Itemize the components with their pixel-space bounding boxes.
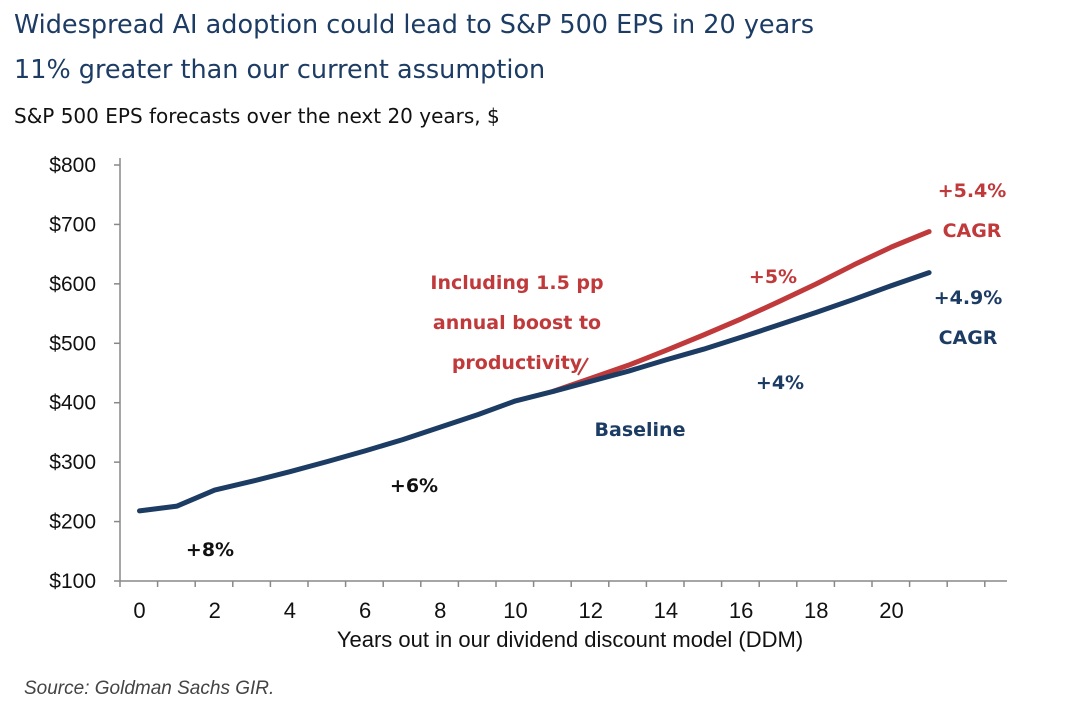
base-cagr-value: +4.9%	[934, 287, 1003, 309]
x-tick-label: 18	[804, 598, 828, 623]
ai-label-line-1: Including 1.5 pp	[430, 272, 603, 294]
chart-title-line-1: Widespread AI adoption could lead to S&P…	[14, 10, 814, 40]
y-tick-label: $500	[49, 332, 96, 355]
ai-cagr-label: CAGR	[943, 220, 1002, 242]
x-tick-label: 8	[434, 598, 446, 623]
y-tick-label: $200	[49, 511, 96, 534]
ai-label-pointer	[577, 357, 589, 376]
x-tick-label: 20	[879, 598, 903, 623]
ai-series-line	[550, 229, 932, 394]
x-tick-label: 10	[503, 598, 527, 623]
y-tick-label: $600	[49, 273, 96, 296]
x-tick-label: 4	[284, 598, 296, 623]
ai-label-line-3: productivity	[452, 352, 583, 374]
y-tick-label: $300	[49, 451, 96, 474]
ai-label-line-2: annual boost to	[433, 312, 601, 334]
growth-label-5: +5%	[749, 266, 797, 288]
y-tick-label: $400	[49, 392, 96, 415]
base-cagr-label: CAGR	[939, 327, 998, 349]
x-tick-label: 0	[133, 598, 145, 623]
x-tick-label: 12	[578, 598, 602, 623]
y-tick-label: $700	[49, 213, 96, 236]
chart-title-line-2: 11% greater than our current assumption	[14, 55, 546, 85]
x-tick-label: 14	[654, 598, 678, 623]
growth-label-6: +6%	[390, 475, 438, 497]
growth-label-8: +8%	[186, 539, 234, 561]
ai-cagr-value: +5.4%	[938, 180, 1007, 202]
x-tick-label: 16	[729, 598, 753, 623]
chart-subtitle: S&P 500 EPS forecasts over the next 20 y…	[14, 104, 500, 128]
y-tick-label: $800	[49, 154, 96, 177]
source-note: Source: Goldman Sachs GIR.	[24, 678, 275, 699]
baseline-series-line	[137, 270, 932, 514]
x-axis-label: Years out in our dividend discount model…	[337, 627, 803, 652]
baseline-label: Baseline	[595, 419, 686, 441]
x-tick-label: 6	[359, 598, 371, 623]
growth-label-4: +4%	[756, 372, 804, 394]
x-tick-label: 2	[209, 598, 221, 623]
y-tick-label: $100	[49, 570, 96, 593]
